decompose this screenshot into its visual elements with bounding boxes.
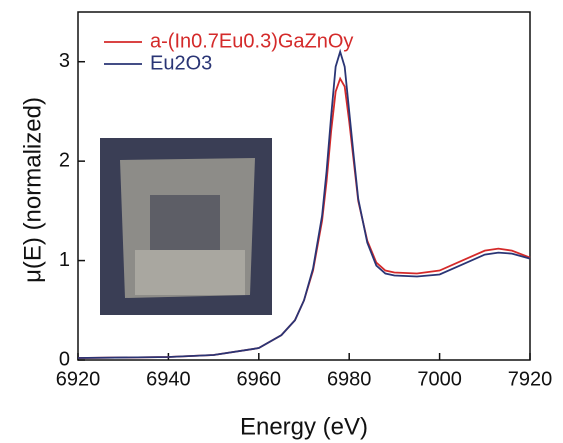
y-tick-label: 2 [59, 149, 70, 171]
legend-label: Eu2O3 [150, 52, 212, 74]
inset-detail [150, 195, 220, 250]
x-axis-label: Energy (eV) [240, 413, 368, 440]
plot-frame [77, 11, 531, 361]
y-tick-label: 1 [59, 249, 70, 271]
x-tick-label: 6940 [146, 368, 191, 390]
series-line [77, 48, 531, 359]
inset-detail [135, 250, 245, 295]
x-tick-label: 6920 [56, 368, 101, 390]
legend-label: a-(In0.7Eu0.3)GaZnOy [150, 30, 353, 52]
y-tick-label: 0 [59, 348, 70, 370]
y-tick-label: 3 [59, 50, 70, 72]
x-tick-label: 7920 [508, 368, 553, 390]
x-tick-label: 7000 [417, 368, 462, 390]
x-tick-label: 6960 [237, 368, 282, 390]
x-tick-label: 6980 [327, 368, 372, 390]
y-axis-label: μ(E) (normalized) [19, 97, 46, 283]
